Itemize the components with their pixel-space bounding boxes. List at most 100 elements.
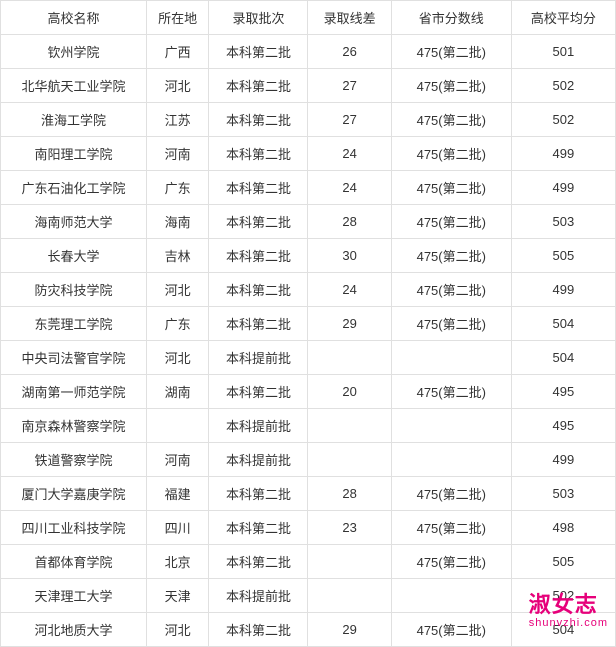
cell-location: 湖南 [146,375,209,409]
col-header-name: 高校名称 [1,1,147,35]
cell-location: 河北 [146,273,209,307]
cell-provline [391,341,511,375]
cell-avg: 501 [511,35,615,69]
cell-diff: 27 [308,103,391,137]
cell-name: 厦门大学嘉庚学院 [1,477,147,511]
table-row: 厦门大学嘉庚学院福建本科第二批28475(第二批)503 [1,477,616,511]
cell-diff: 29 [308,307,391,341]
cell-name: 钦州学院 [1,35,147,69]
cell-provline: 475(第二批) [391,477,511,511]
table-header: 高校名称所在地录取批次录取线差省市分数线高校平均分 [1,1,616,35]
cell-location: 河北 [146,69,209,103]
table-row: 长春大学吉林本科第二批30475(第二批)505 [1,239,616,273]
cell-diff: 28 [308,477,391,511]
cell-provline: 475(第二批) [391,511,511,545]
cell-location: 河北 [146,341,209,375]
cell-location: 北京 [146,545,209,579]
cell-diff: 20 [308,375,391,409]
cell-provline: 475(第二批) [391,239,511,273]
cell-diff: 28 [308,205,391,239]
cell-name: 北华航天工业学院 [1,69,147,103]
cell-location: 福建 [146,477,209,511]
cell-provline [391,443,511,477]
cell-batch: 本科第二批 [209,307,308,341]
cell-diff [308,409,391,443]
table-row: 河北地质大学河北本科第二批29475(第二批)504 [1,613,616,647]
cell-diff [308,545,391,579]
cell-provline: 475(第二批) [391,205,511,239]
table-row: 广东石油化工学院广东本科第二批24475(第二批)499 [1,171,616,205]
cell-provline: 475(第二批) [391,171,511,205]
cell-diff: 30 [308,239,391,273]
cell-batch: 本科第二批 [209,273,308,307]
table-row: 东莞理工学院广东本科第二批29475(第二批)504 [1,307,616,341]
cell-diff: 24 [308,273,391,307]
cell-provline [391,579,511,613]
cell-name: 首都体育学院 [1,545,147,579]
cell-name: 东莞理工学院 [1,307,147,341]
cell-name: 中央司法警官学院 [1,341,147,375]
col-header-provline: 省市分数线 [391,1,511,35]
cell-location: 河北 [146,613,209,647]
cell-provline: 475(第二批) [391,69,511,103]
cell-name: 防灾科技学院 [1,273,147,307]
cell-avg: 504 [511,613,615,647]
cell-location: 河南 [146,137,209,171]
table-row: 湖南第一师范学院湖南本科第二批20475(第二批)495 [1,375,616,409]
table-row: 防灾科技学院河北本科第二批24475(第二批)499 [1,273,616,307]
cell-avg: 502 [511,103,615,137]
cell-location: 江苏 [146,103,209,137]
cell-name: 海南师范大学 [1,205,147,239]
cell-avg: 503 [511,205,615,239]
cell-name: 广东石油化工学院 [1,171,147,205]
cell-location: 吉林 [146,239,209,273]
table-row: 海南师范大学海南本科第二批28475(第二批)503 [1,205,616,239]
cell-avg: 499 [511,137,615,171]
cell-location: 广东 [146,307,209,341]
cell-diff [308,579,391,613]
cell-provline: 475(第二批) [391,35,511,69]
cell-avg: 499 [511,443,615,477]
table-row: 淮海工学院江苏本科第二批27475(第二批)502 [1,103,616,137]
cell-location: 河南 [146,443,209,477]
cell-avg: 505 [511,239,615,273]
cell-batch: 本科第二批 [209,171,308,205]
table-row: 中央司法警官学院河北本科提前批504 [1,341,616,375]
cell-batch: 本科第二批 [209,613,308,647]
cell-avg: 505 [511,545,615,579]
cell-diff: 29 [308,613,391,647]
cell-provline: 475(第二批) [391,307,511,341]
cell-diff [308,443,391,477]
cell-name: 淮海工学院 [1,103,147,137]
cell-diff: 24 [308,171,391,205]
cell-diff: 27 [308,69,391,103]
cell-avg: 502 [511,579,615,613]
cell-provline: 475(第二批) [391,613,511,647]
cell-batch: 本科第二批 [209,35,308,69]
table-row: 四川工业科技学院四川本科第二批23475(第二批)498 [1,511,616,545]
cell-location: 四川 [146,511,209,545]
table-row: 南阳理工学院河南本科第二批24475(第二批)499 [1,137,616,171]
cell-batch: 本科提前批 [209,579,308,613]
cell-name: 河北地质大学 [1,613,147,647]
cell-avg: 499 [511,273,615,307]
cell-avg: 495 [511,409,615,443]
cell-batch: 本科第二批 [209,103,308,137]
cell-provline: 475(第二批) [391,545,511,579]
cell-batch: 本科第二批 [209,137,308,171]
cell-name: 铁道警察学院 [1,443,147,477]
cell-batch: 本科提前批 [209,409,308,443]
cell-name: 南京森林警察学院 [1,409,147,443]
table-row: 铁道警察学院河南本科提前批 499 [1,443,616,477]
header-row: 高校名称所在地录取批次录取线差省市分数线高校平均分 [1,1,616,35]
cell-avg: 499 [511,171,615,205]
table-row: 北华航天工业学院河北本科第二批27475(第二批)502 [1,69,616,103]
cell-location: 海南 [146,205,209,239]
cell-batch: 本科第二批 [209,477,308,511]
cell-batch: 本科第二批 [209,205,308,239]
cell-batch: 本科第二批 [209,239,308,273]
cell-batch: 本科提前批 [209,443,308,477]
cell-avg: 504 [511,307,615,341]
cell-location: 广西 [146,35,209,69]
cell-batch: 本科第二批 [209,375,308,409]
